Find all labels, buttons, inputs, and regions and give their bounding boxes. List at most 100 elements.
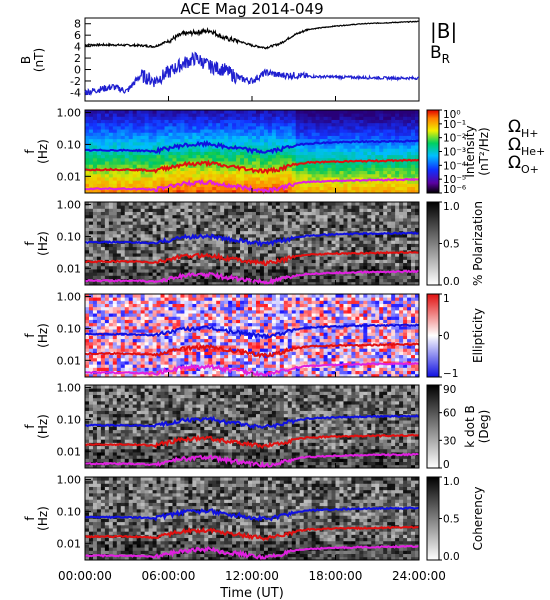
heatmap-cell: [236, 122, 241, 127]
heatmap-cell: [140, 373, 146, 378]
heatmap-cell: [295, 145, 301, 149]
heatmap-cell: [140, 303, 146, 308]
heatmap-cell: [252, 230, 257, 235]
heatmap-cell: [148, 151, 153, 156]
heatmap-cell: [92, 211, 98, 216]
heatmap-cell: [311, 186, 317, 191]
heatmap-cell: [140, 161, 146, 165]
heatmap-cell: [319, 167, 324, 172]
heatmap-cell: [311, 262, 317, 267]
heatmap-cell: [244, 154, 249, 159]
heatmap-cell: [347, 148, 352, 152]
heatmap-cell: [343, 278, 348, 283]
heatmap-cell: [208, 154, 213, 159]
heatmap-cell: [140, 354, 146, 359]
heatmap-cell: [359, 214, 364, 219]
heatmap-cell: [160, 329, 165, 333]
heatmap-cell: [399, 154, 404, 159]
heatmap-cell: [307, 202, 313, 206]
heatmap-cell: [271, 202, 277, 206]
heatmap-cell: [331, 154, 336, 159]
heatmap-cell: [415, 151, 420, 156]
heatmap-cell: [144, 316, 150, 320]
heatmap-cell: [307, 256, 313, 260]
heatmap-cell: [172, 110, 177, 114]
colorbar-tick-label: 10⁰: [443, 109, 461, 121]
heatmap-cell: [407, 186, 412, 191]
heatmap-cell: [415, 214, 420, 219]
heatmap-cell: [248, 269, 253, 273]
heatmap-cell: [220, 281, 225, 286]
heatmap-cell: [192, 224, 197, 228]
heatmap-cell: [283, 154, 289, 159]
heatmap-cell: [275, 272, 281, 276]
heatmap-cell: [112, 272, 118, 276]
heatmap-cell: [255, 221, 261, 225]
heatmap-cell: [128, 256, 134, 260]
heatmap-cell: [411, 186, 416, 191]
heatmap-cell: [116, 116, 122, 120]
heatmap-cell: [295, 116, 301, 120]
heatmap-cell: [96, 237, 102, 241]
heatmap-cell: [152, 272, 157, 276]
heatmap-cell: [359, 110, 364, 114]
heatmap-cell: [311, 275, 317, 280]
heatmap-cell: [315, 129, 320, 133]
field-ytick-label: 0: [74, 64, 81, 77]
heatmap-cell: [176, 259, 181, 264]
heatmap-cell: [375, 208, 380, 212]
heatmap-cell: [196, 202, 201, 206]
heatmap-cell: [176, 246, 181, 251]
heatmap-cell: [204, 173, 209, 178]
heatmap-cell: [271, 145, 277, 149]
heatmap-cell: [339, 249, 344, 254]
heatmap-cell: [108, 230, 114, 235]
heatmap-cell: [88, 189, 94, 194]
heatmap-cell: [232, 154, 237, 159]
heatmap-cell: [367, 211, 372, 216]
heatmap-cell: [85, 272, 90, 276]
heatmap-cell: [208, 227, 213, 232]
heatmap-cell: [92, 202, 98, 206]
heatmap-cell: [85, 154, 90, 159]
heatmap-cell: [259, 224, 265, 228]
heatmap-cell: [343, 189, 348, 194]
heatmap-cell: [343, 233, 348, 238]
heatmap-cell: [85, 110, 90, 114]
heatmap-cell: [148, 224, 153, 228]
heatmap-cell: [343, 208, 348, 212]
heatmap-cell: [188, 269, 193, 273]
heatmap-cell: [208, 129, 213, 133]
heatmap-cell: [112, 262, 118, 267]
heatmap-cell: [204, 138, 209, 143]
heatmap-cell: [144, 233, 150, 238]
heatmap-cell: [220, 224, 225, 228]
heatmap-cell: [196, 125, 201, 130]
heatmap-cell: [228, 221, 233, 225]
heatmap-cell: [96, 364, 102, 368]
heatmap-cell: [355, 205, 360, 209]
heatmap-cell: [108, 173, 114, 178]
heatmap-cell: [343, 141, 348, 146]
heatmap-cell: [387, 119, 392, 124]
heatmap-cell: [85, 354, 90, 359]
heatmap-cell: [291, 224, 297, 228]
heatmap-cell: [259, 233, 265, 238]
heatmap-cell: [108, 367, 114, 372]
heatmap-cell: [144, 113, 150, 117]
colorbar-tick-label: 10⁻⁴: [443, 160, 466, 172]
heatmap-cell: [100, 141, 106, 146]
heatmap-cell: [140, 300, 146, 304]
heatmap-cell: [112, 348, 118, 352]
heatmap-cell: [339, 135, 344, 140]
heatmap-cell: [136, 335, 142, 340]
heatmap-cell: [144, 335, 150, 340]
heatmap-cell: [85, 322, 90, 327]
heatmap-cell: [148, 230, 153, 235]
heatmap-cell: [152, 214, 157, 219]
heatmap-cell: [411, 161, 416, 165]
heatmap-cell: [323, 129, 328, 133]
heatmap-cell: [299, 122, 305, 127]
heatmap-cell: [240, 281, 245, 286]
heatmap-cell: [307, 154, 313, 159]
